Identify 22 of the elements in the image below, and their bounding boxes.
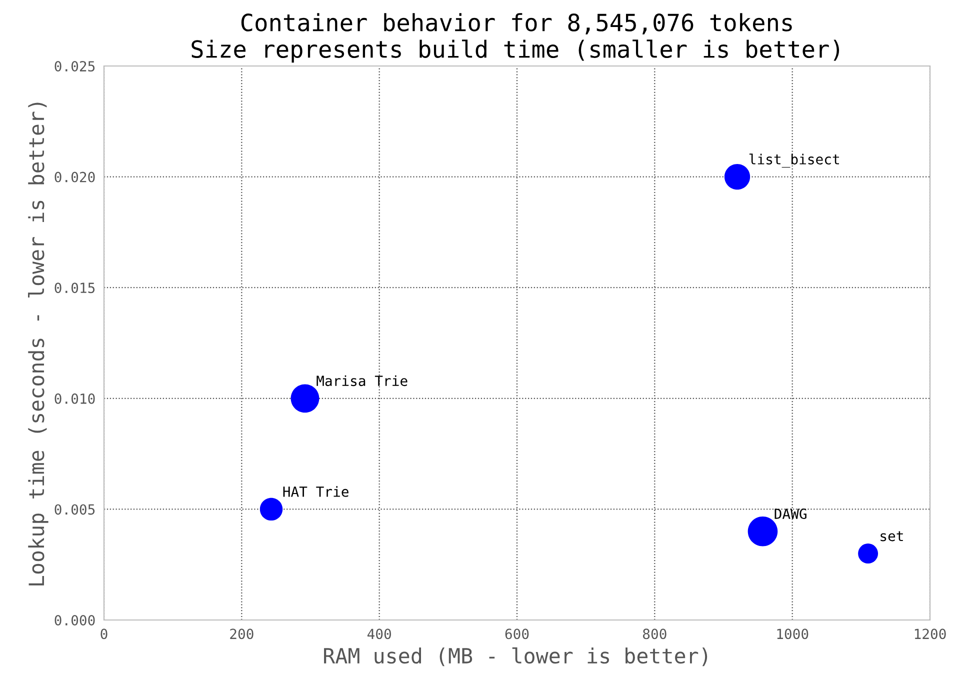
x-tick-label: 200: [230, 628, 254, 640]
y-tick-label: 0.000: [54, 615, 95, 626]
annotation: list_bisect: [749, 154, 839, 168]
x-tick-label: 600: [505, 628, 529, 640]
x-axis-title: RAM used (MB - lower is better): [324, 647, 708, 666]
x-tick-label: 1200: [914, 628, 946, 640]
x-tick-label: 400: [367, 628, 391, 640]
y-tick-label: 0.015: [54, 282, 95, 294]
chart-title: Container behavior for 8,545,076 tokens: [241, 13, 792, 34]
annotation: DAWG: [774, 508, 806, 520]
chart-subtitle: Size represents build time (smaller is better): [192, 40, 840, 63]
annotation: HAT Trie: [283, 486, 348, 497]
y-tick-label: 0.010: [54, 393, 95, 404]
y-tick-label: 0.025: [54, 61, 95, 72]
y-tick-label: 0.020: [54, 172, 95, 182]
x-tick-label: 1000: [777, 628, 808, 640]
annotation: set: [880, 531, 903, 542]
x-tick-label: 0: [100, 628, 108, 640]
y-axis-title: Lookup time (seconds - lower is better): [28, 102, 48, 586]
y-tick-label: 0.005: [54, 504, 95, 515]
x-tick-label: 800: [643, 628, 666, 640]
annotation: Marisa Trie: [316, 375, 408, 386]
